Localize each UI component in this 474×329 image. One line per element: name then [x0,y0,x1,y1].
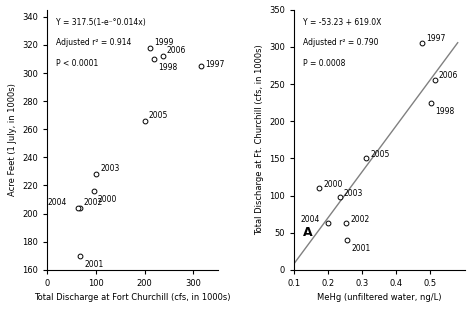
Text: 2002: 2002 [350,215,369,224]
Point [418,41,425,46]
X-axis label: MeHg (unfiltered water, ng/L): MeHg (unfiltered water, ng/L) [317,293,442,302]
Text: Adjusted r² = 0.790: Adjusted r² = 0.790 [303,38,378,47]
Point [363,156,370,161]
Y-axis label: Acre Feet (1 July, in 1000s): Acre Feet (1 July, in 1000s) [8,83,17,196]
Point [344,238,351,243]
Text: 2003: 2003 [100,164,119,173]
Point [197,63,204,69]
Text: 2001: 2001 [352,244,371,253]
Point [141,118,148,123]
Text: 2006: 2006 [439,71,458,80]
Text: Y = 317.5(1-e⁻°0.014x): Y = 317.5(1-e⁻°0.014x) [56,18,146,27]
Point [342,220,350,226]
Point [431,78,438,83]
Text: 2000: 2000 [324,180,343,189]
Point [151,56,158,62]
Text: 2006: 2006 [167,46,186,56]
Text: 2000: 2000 [98,195,117,204]
Text: 2002: 2002 [83,198,102,207]
Point [324,220,332,226]
Text: Adjusted r² = 0.914: Adjusted r² = 0.914 [56,38,131,47]
Text: 1998: 1998 [159,63,178,72]
Point [159,54,166,59]
Text: 2004: 2004 [47,198,67,207]
Text: 2003: 2003 [344,189,363,198]
Text: 2004: 2004 [300,215,319,224]
Text: A: A [303,226,312,239]
Point [146,45,154,50]
Text: P = 0.0008: P = 0.0008 [303,59,345,68]
Point [90,189,97,194]
Point [316,186,323,191]
Point [77,205,84,211]
Text: P < 0.0001: P < 0.0001 [56,59,98,68]
Text: 2005: 2005 [371,150,390,159]
Text: Y = -53.23 + 619.0X: Y = -53.23 + 619.0X [303,18,381,27]
Text: 2001: 2001 [85,260,104,269]
Point [92,172,100,177]
Text: 1998: 1998 [435,107,455,116]
Point [74,205,82,211]
Text: 1997: 1997 [426,34,445,42]
Text: 1999: 1999 [154,38,173,47]
Point [336,194,343,200]
X-axis label: Total Discharge at Fort Churchill (cfs, in 1000s): Total Discharge at Fort Churchill (cfs, … [34,293,231,302]
Text: 1997: 1997 [205,61,224,69]
Y-axis label: Total Discharge at Ft. Churchill (cfs, in 1000s): Total Discharge at Ft. Churchill (cfs, i… [255,44,264,235]
Point [77,253,84,258]
Point [428,100,435,105]
Text: 2005: 2005 [149,111,168,120]
